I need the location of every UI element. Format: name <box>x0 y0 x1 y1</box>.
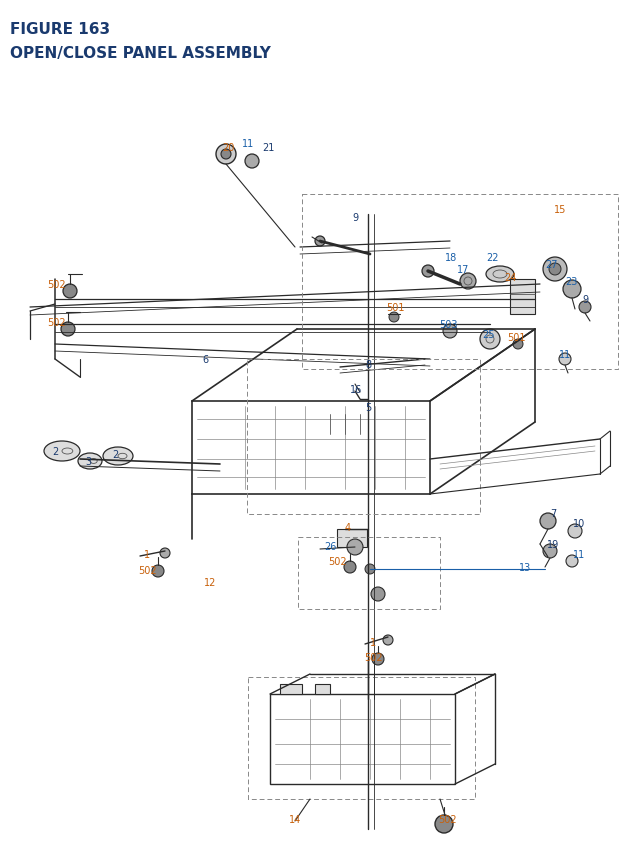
Circle shape <box>543 257 567 282</box>
Text: 13: 13 <box>519 562 531 573</box>
Circle shape <box>245 155 259 169</box>
Text: 20: 20 <box>222 143 234 152</box>
Circle shape <box>549 263 561 276</box>
Text: 12: 12 <box>204 578 216 587</box>
Bar <box>270 694 455 784</box>
Circle shape <box>480 330 500 350</box>
Text: 9: 9 <box>352 213 358 223</box>
Text: 16: 16 <box>350 385 362 394</box>
Text: 2: 2 <box>112 449 118 460</box>
Text: 9: 9 <box>582 294 588 305</box>
Circle shape <box>513 339 523 350</box>
Text: 502: 502 <box>328 556 346 567</box>
Text: 23: 23 <box>565 276 577 287</box>
Text: 24: 24 <box>504 273 516 282</box>
Circle shape <box>563 281 581 299</box>
Circle shape <box>63 285 77 299</box>
Text: 502: 502 <box>438 814 456 824</box>
Circle shape <box>435 815 453 833</box>
Text: 502: 502 <box>138 566 156 575</box>
Circle shape <box>315 237 325 247</box>
Circle shape <box>365 564 375 574</box>
Text: 14: 14 <box>289 814 301 824</box>
Circle shape <box>540 513 556 530</box>
Text: 11: 11 <box>559 350 571 360</box>
Text: 2: 2 <box>52 447 58 456</box>
Circle shape <box>216 145 236 164</box>
Circle shape <box>221 150 231 160</box>
Bar <box>280 684 302 694</box>
Text: 17: 17 <box>457 264 469 275</box>
Text: 8: 8 <box>365 360 371 369</box>
Text: 7: 7 <box>550 508 556 518</box>
Circle shape <box>543 544 557 558</box>
Ellipse shape <box>44 442 80 461</box>
Ellipse shape <box>78 454 102 469</box>
Circle shape <box>61 323 75 337</box>
Text: 502: 502 <box>47 318 65 328</box>
Circle shape <box>460 274 476 289</box>
Circle shape <box>443 325 457 338</box>
Ellipse shape <box>486 267 514 282</box>
Circle shape <box>568 524 582 538</box>
Text: 19: 19 <box>547 539 559 549</box>
Text: 501: 501 <box>386 303 404 313</box>
Text: 15: 15 <box>554 205 566 214</box>
Circle shape <box>372 653 384 666</box>
Bar <box>315 684 330 694</box>
Text: 22: 22 <box>486 253 499 263</box>
Text: 11: 11 <box>242 139 254 149</box>
Text: 501: 501 <box>507 332 525 343</box>
Circle shape <box>566 555 578 567</box>
Text: 10: 10 <box>573 518 585 529</box>
Text: 11: 11 <box>573 549 585 560</box>
Ellipse shape <box>103 448 133 466</box>
Text: OPEN/CLOSE PANEL ASSEMBLY: OPEN/CLOSE PANEL ASSEMBLY <box>10 46 271 61</box>
Text: 502: 502 <box>364 653 382 662</box>
Text: 18: 18 <box>445 253 457 263</box>
Text: 1: 1 <box>370 637 376 647</box>
Circle shape <box>347 539 363 555</box>
Circle shape <box>160 548 170 558</box>
Circle shape <box>383 635 393 645</box>
Bar <box>337 530 367 548</box>
Circle shape <box>579 301 591 313</box>
Text: 26: 26 <box>324 542 336 551</box>
Text: 21: 21 <box>262 143 274 152</box>
Text: 1: 1 <box>144 549 150 560</box>
Text: FIGURE 163: FIGURE 163 <box>10 22 110 37</box>
Text: 25: 25 <box>482 330 494 339</box>
Text: 27: 27 <box>546 260 558 269</box>
Text: 3: 3 <box>85 456 91 467</box>
Text: 503: 503 <box>439 319 457 330</box>
Bar <box>510 280 535 314</box>
Circle shape <box>152 566 164 578</box>
Circle shape <box>559 354 571 366</box>
Text: 5: 5 <box>365 403 371 412</box>
Text: 502: 502 <box>47 280 65 289</box>
Circle shape <box>344 561 356 573</box>
Text: 4: 4 <box>345 523 351 532</box>
Circle shape <box>371 587 385 601</box>
Circle shape <box>389 313 399 323</box>
Circle shape <box>422 266 434 278</box>
Text: 6: 6 <box>202 355 208 364</box>
